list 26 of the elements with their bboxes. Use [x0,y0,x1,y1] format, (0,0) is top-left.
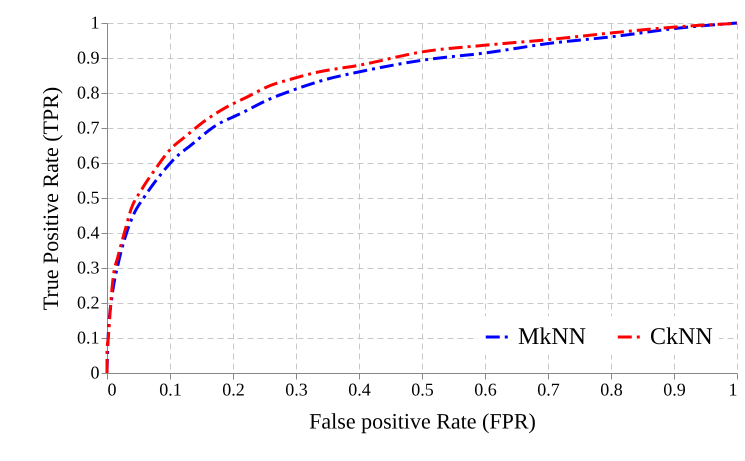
x-tick-label: 0.6 [474,380,497,400]
y-tick-label: 0.4 [77,222,100,242]
x-tick-label: 0.4 [348,380,371,400]
y-tick-label: 0.2 [77,292,100,312]
x-tick-label: 0.5 [411,380,434,400]
y-axis-title: True Positive Rate (TPR) [38,86,63,310]
y-tick-label: 0.6 [77,152,100,172]
x-tick-label: 0.2 [222,380,245,400]
y-tick-label: 0.3 [77,258,100,278]
x-tick-label: 0.8 [600,380,623,400]
legend-label: MkNN [518,324,586,350]
y-tick-label: 0.9 [77,48,100,68]
y-tick-label: 0.5 [77,188,100,208]
y-tick-label: 0 [90,362,100,382]
y-tick-label: 0.1 [77,328,100,348]
x-tick-label: 1 [728,380,738,400]
x-tick-label: 0.9 [663,380,686,400]
x-tick-label: 0 [108,380,116,400]
y-tick-label: 0.8 [77,82,100,102]
x-axis-title: False positive Rate (FPR) [309,408,536,434]
legend-label: CkNN [650,324,713,350]
x-tick-label: 0.7 [537,380,560,400]
y-tick-label: 1 [90,12,100,32]
x-tick-label: 0.1 [159,380,182,400]
x-tick-label: 0.3 [285,380,308,400]
y-tick-label: 0.7 [77,118,100,138]
